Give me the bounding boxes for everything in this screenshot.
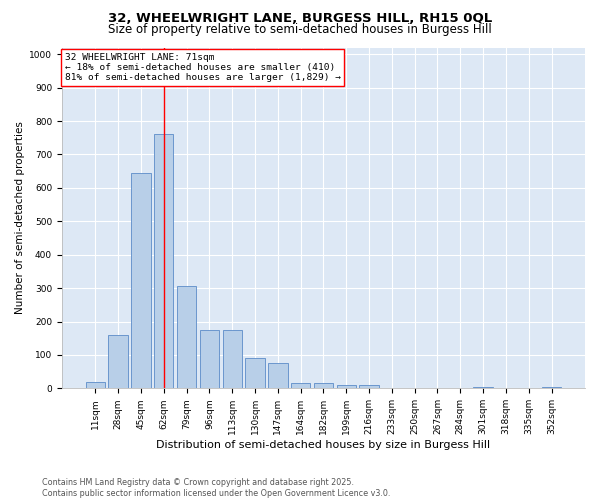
Bar: [359, 385, 379, 388]
Bar: [109, 335, 128, 388]
Y-axis label: Number of semi-detached properties: Number of semi-detached properties: [15, 122, 25, 314]
Text: 32, WHEELWRIGHT LANE, BURGESS HILL, RH15 0QL: 32, WHEELWRIGHT LANE, BURGESS HILL, RH15…: [108, 12, 492, 26]
Bar: [200, 330, 219, 388]
Bar: [177, 286, 196, 388]
Bar: [291, 384, 310, 388]
Bar: [268, 364, 287, 388]
Bar: [542, 386, 561, 388]
Bar: [337, 385, 356, 388]
Bar: [245, 358, 265, 388]
Bar: [473, 386, 493, 388]
Text: 32 WHEELWRIGHT LANE: 71sqm
← 18% of semi-detached houses are smaller (410)
81% o: 32 WHEELWRIGHT LANE: 71sqm ← 18% of semi…: [65, 52, 341, 82]
Bar: [314, 384, 333, 388]
Text: Contains HM Land Registry data © Crown copyright and database right 2025.
Contai: Contains HM Land Registry data © Crown c…: [42, 478, 391, 498]
Bar: [86, 382, 105, 388]
Bar: [223, 330, 242, 388]
Text: Size of property relative to semi-detached houses in Burgess Hill: Size of property relative to semi-detach…: [108, 22, 492, 36]
X-axis label: Distribution of semi-detached houses by size in Burgess Hill: Distribution of semi-detached houses by …: [157, 440, 491, 450]
Bar: [131, 173, 151, 388]
Bar: [154, 134, 173, 388]
